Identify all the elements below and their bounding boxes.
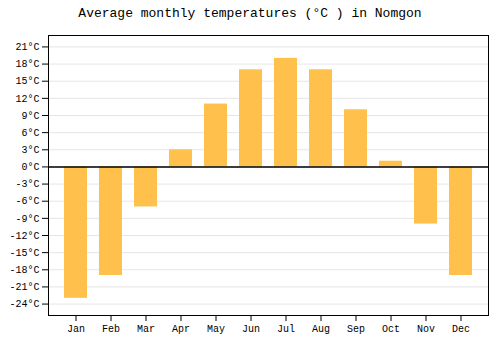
svg-text:12°C: 12°C xyxy=(15,94,39,105)
svg-text:6°C: 6°C xyxy=(21,128,39,139)
svg-text:Jul: Jul xyxy=(277,324,295,335)
svg-text:-18°C: -18°C xyxy=(9,265,39,276)
svg-text:18°C: 18°C xyxy=(15,59,39,70)
svg-text:0°C: 0°C xyxy=(21,162,39,173)
svg-text:21°C: 21°C xyxy=(15,42,39,53)
svg-text:Sep: Sep xyxy=(347,324,365,335)
svg-text:-3°C: -3°C xyxy=(15,179,39,190)
svg-text:-9°C: -9°C xyxy=(15,214,39,225)
svg-text:Aug: Aug xyxy=(312,324,330,335)
svg-text:Dec: Dec xyxy=(452,324,470,335)
svg-text:-15°C: -15°C xyxy=(9,248,39,259)
svg-text:3°C: 3°C xyxy=(21,145,39,156)
svg-text:-12°C: -12°C xyxy=(9,231,39,242)
svg-text:Jan: Jan xyxy=(67,324,85,335)
html-text:Average monthly temperatures (: Average monthly temperatures (°C ) in No… xyxy=(78,6,422,21)
svg-text:May: May xyxy=(207,324,225,335)
svg-text:Jun: Jun xyxy=(242,324,260,335)
svg-text:9°C: 9°C xyxy=(21,111,39,122)
svg-text:15°C: 15°C xyxy=(15,76,39,87)
svg-text:-24°C: -24°C xyxy=(9,299,39,310)
svg-text:Feb: Feb xyxy=(102,324,120,335)
svg-text:-6°C: -6°C xyxy=(15,196,39,207)
svg-text:Nov: Nov xyxy=(417,324,435,335)
svg-text:-21°C: -21°C xyxy=(9,282,39,293)
svg-text:Oct: Oct xyxy=(382,324,400,335)
svg-text:Mar: Mar xyxy=(137,324,155,335)
svg-text:Apr: Apr xyxy=(172,324,190,335)
